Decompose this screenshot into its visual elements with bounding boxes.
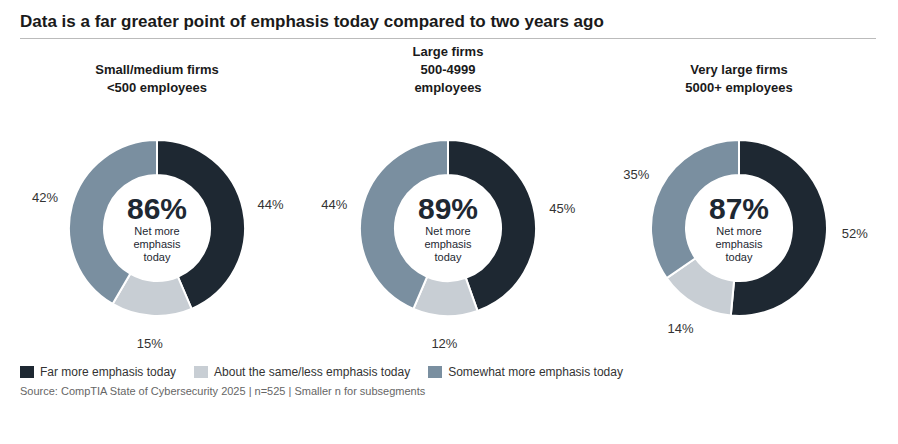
svg-text:12%: 12% [431, 336, 457, 351]
html-text:Net more emphasis today: Net more emphasis today [715, 224, 763, 263]
html-text:Very large firms 5000+ employe: Very large firms 5000+ employees [685, 62, 793, 95]
svg-text:44%: 44% [258, 197, 284, 212]
html-text:Small/medium firms <500 employ: Small/medium firms <500 employees [95, 62, 219, 95]
svg-text:52%: 52% [842, 226, 868, 241]
html-text:Net more emphasis today: Net more emphasis today [424, 224, 472, 263]
html-text:About the same/less emphasis t: About the same/less emphasis today [214, 365, 411, 379]
svg-text:15%: 15% [137, 336, 163, 351]
html-text:89%: 89% [418, 191, 478, 225]
html-text:Far more emphasis today: Far more emphasis today [40, 365, 177, 379]
svg-text:44%: 44% [321, 197, 347, 212]
html-text:87%: 87% [709, 191, 769, 225]
html-text:86%: 86% [127, 191, 187, 225]
svg-text:35%: 35% [623, 167, 649, 182]
svg-text:45%: 45% [549, 201, 575, 216]
html-text:Somewhat more emphasis today: Somewhat more emphasis today [448, 365, 623, 379]
html-text:Large firms 500-4999 employees: Large firms 500-4999 employees [412, 44, 484, 95]
html-text:Net more emphasis today: Net more emphasis today [133, 224, 181, 263]
svg-text:14%: 14% [667, 321, 693, 336]
html-text:Source: CompTIA State of Cyber: Source: CompTIA State of Cybersecurity 2… [20, 385, 426, 397]
svg-text:42%: 42% [32, 190, 58, 205]
html-text:Data is a far greater point of: Data is a far greater point of emphasis … [20, 12, 604, 31]
